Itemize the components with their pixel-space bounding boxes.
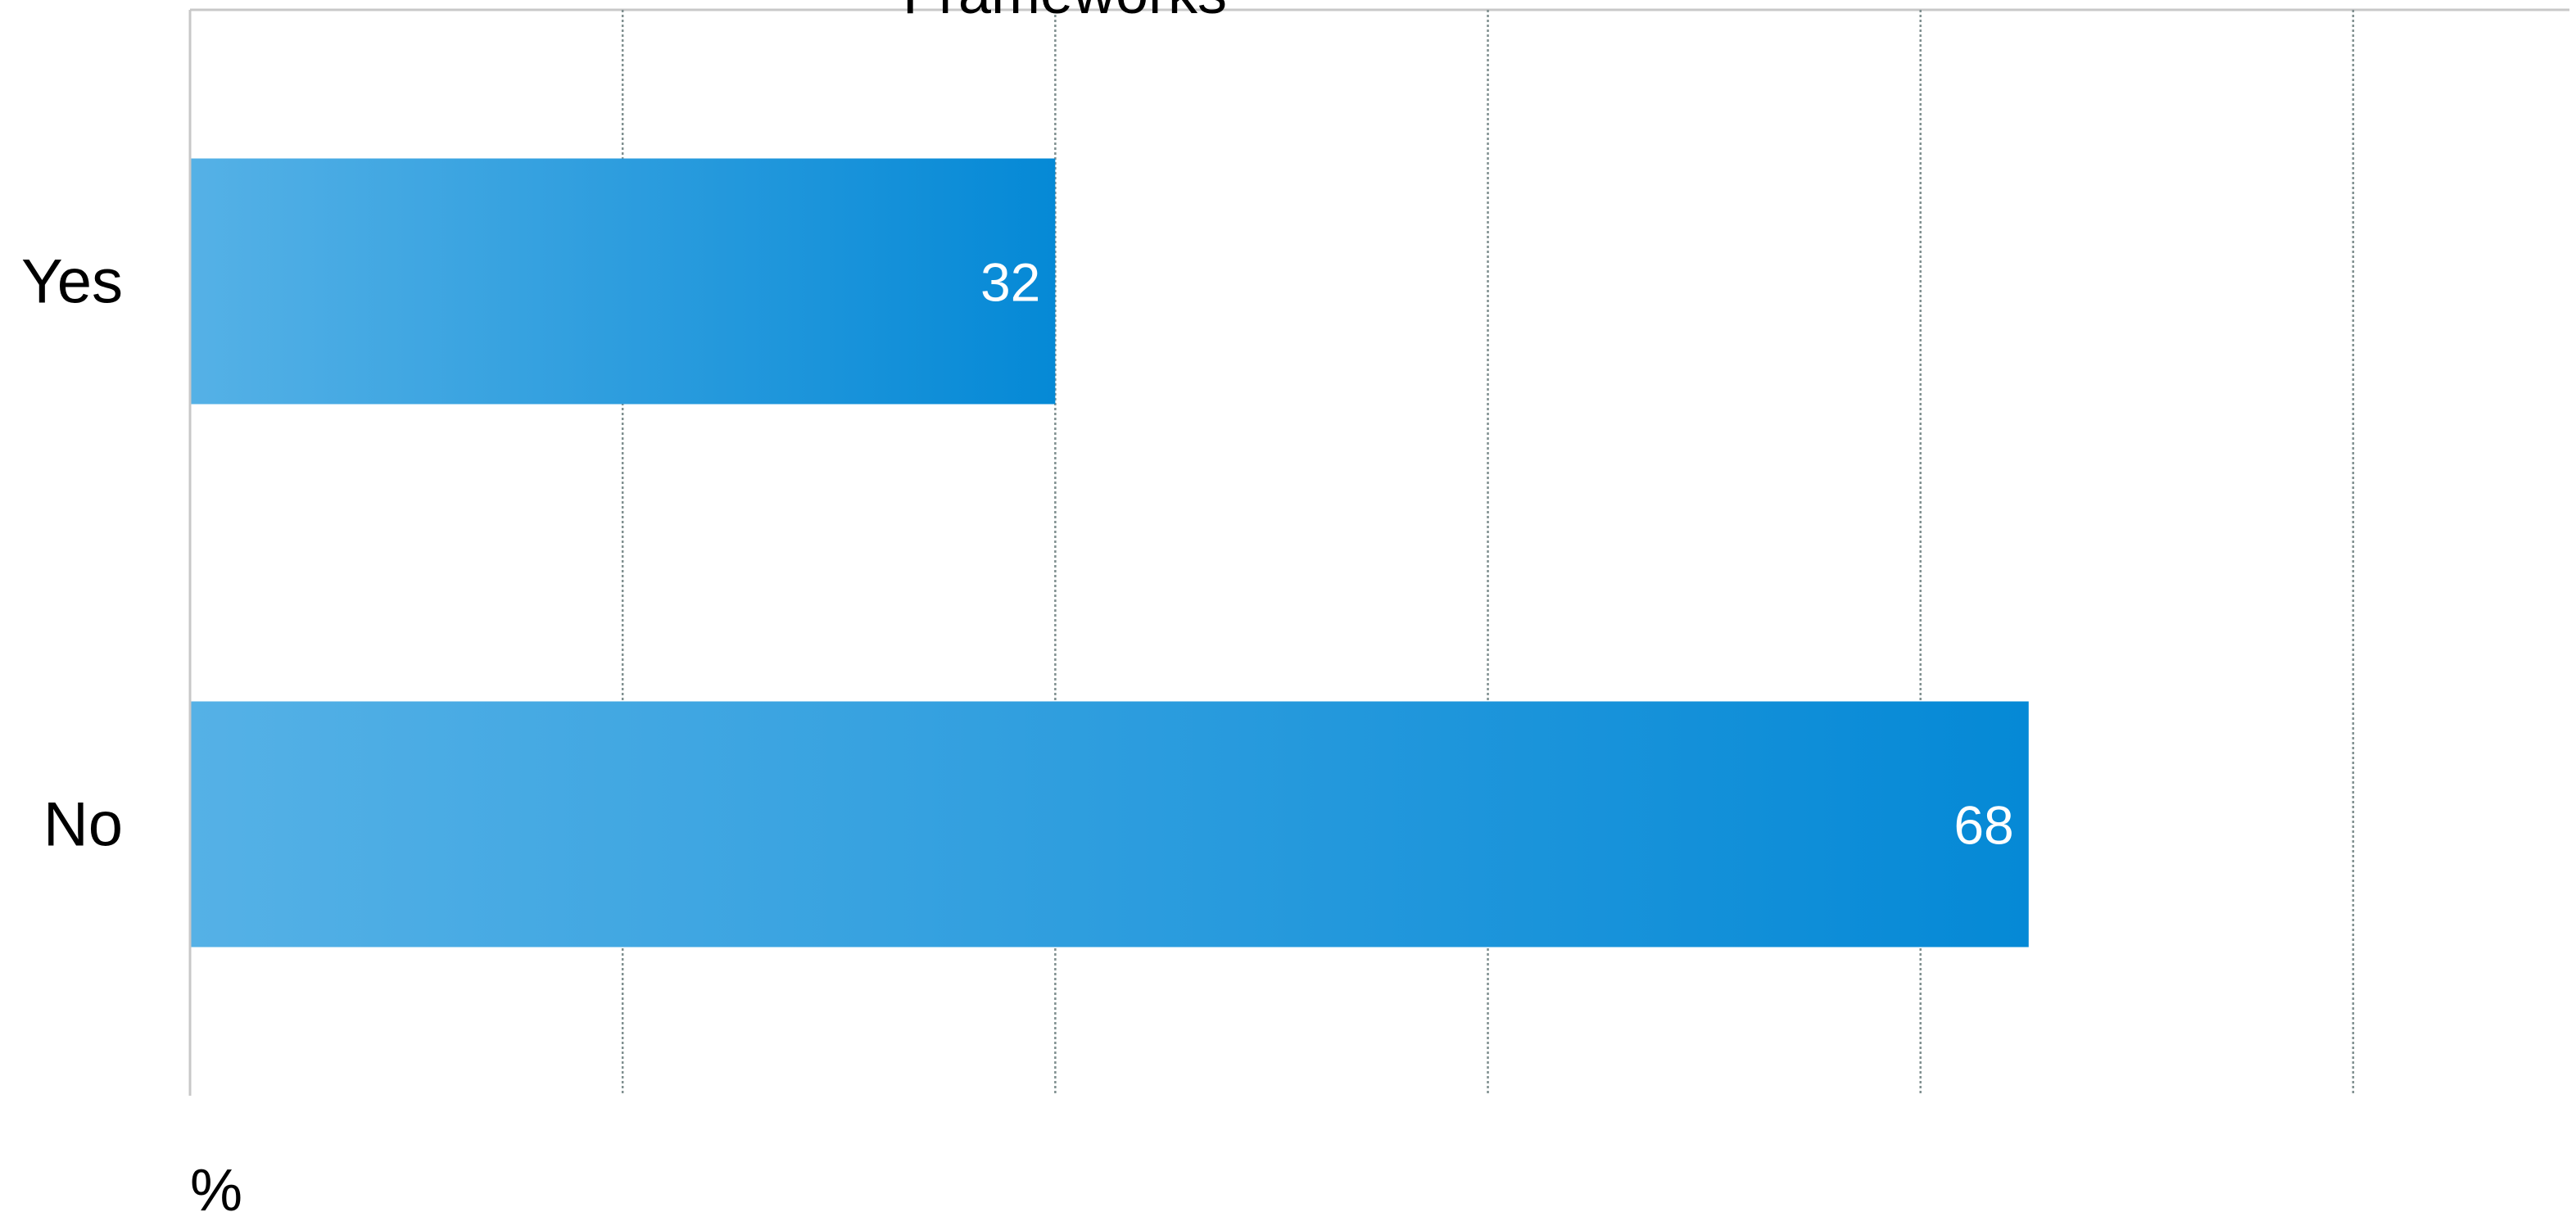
chart-title: Frameworks <box>903 0 1227 26</box>
bar-no <box>190 701 2029 947</box>
bars <box>190 158 2029 947</box>
x-axis-label: % <box>190 1158 242 1212</box>
category-label-no: No <box>43 790 123 860</box>
labels: Frameworks % 32 Yes 68 No <box>21 0 2014 1212</box>
bar-value-label: 68 <box>1954 795 2013 856</box>
bar-value-label: 32 <box>980 252 1040 313</box>
bar-yes <box>190 158 1056 405</box>
category-label-yes: Yes <box>21 247 123 317</box>
